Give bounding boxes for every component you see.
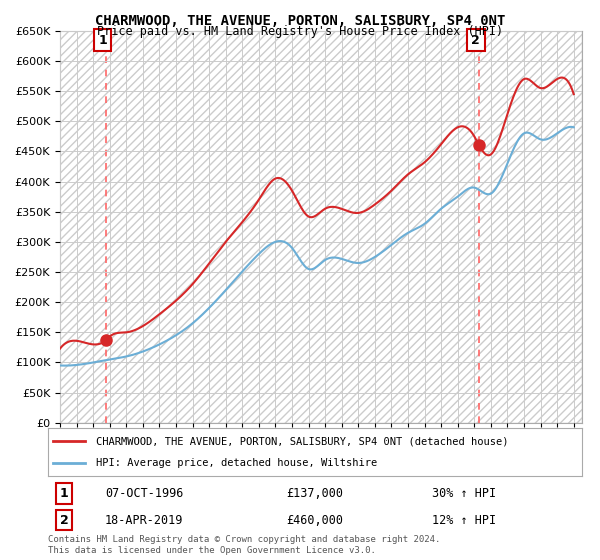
Text: 18-APR-2019: 18-APR-2019: [105, 514, 184, 527]
Text: Price paid vs. HM Land Registry's House Price Index (HPI): Price paid vs. HM Land Registry's House …: [97, 25, 503, 38]
Text: Contains HM Land Registry data © Crown copyright and database right 2024.
This d: Contains HM Land Registry data © Crown c…: [48, 535, 440, 555]
Text: 07-OCT-1996: 07-OCT-1996: [105, 487, 184, 500]
Text: 12% ↑ HPI: 12% ↑ HPI: [433, 514, 497, 527]
Text: 1: 1: [98, 34, 107, 47]
Text: £137,000: £137,000: [287, 487, 343, 500]
Text: 30% ↑ HPI: 30% ↑ HPI: [433, 487, 497, 500]
Text: HPI: Average price, detached house, Wiltshire: HPI: Average price, detached house, Wilt…: [96, 458, 377, 468]
Text: 1: 1: [59, 487, 68, 500]
Text: CHARMWOOD, THE AVENUE, PORTON, SALISBURY, SP4 0NT (detached house): CHARMWOOD, THE AVENUE, PORTON, SALISBURY…: [96, 436, 509, 446]
Text: CHARMWOOD, THE AVENUE, PORTON, SALISBURY, SP4 0NT: CHARMWOOD, THE AVENUE, PORTON, SALISBURY…: [95, 14, 505, 28]
Text: £460,000: £460,000: [287, 514, 343, 527]
Text: 2: 2: [472, 34, 480, 47]
Text: 2: 2: [59, 514, 68, 527]
